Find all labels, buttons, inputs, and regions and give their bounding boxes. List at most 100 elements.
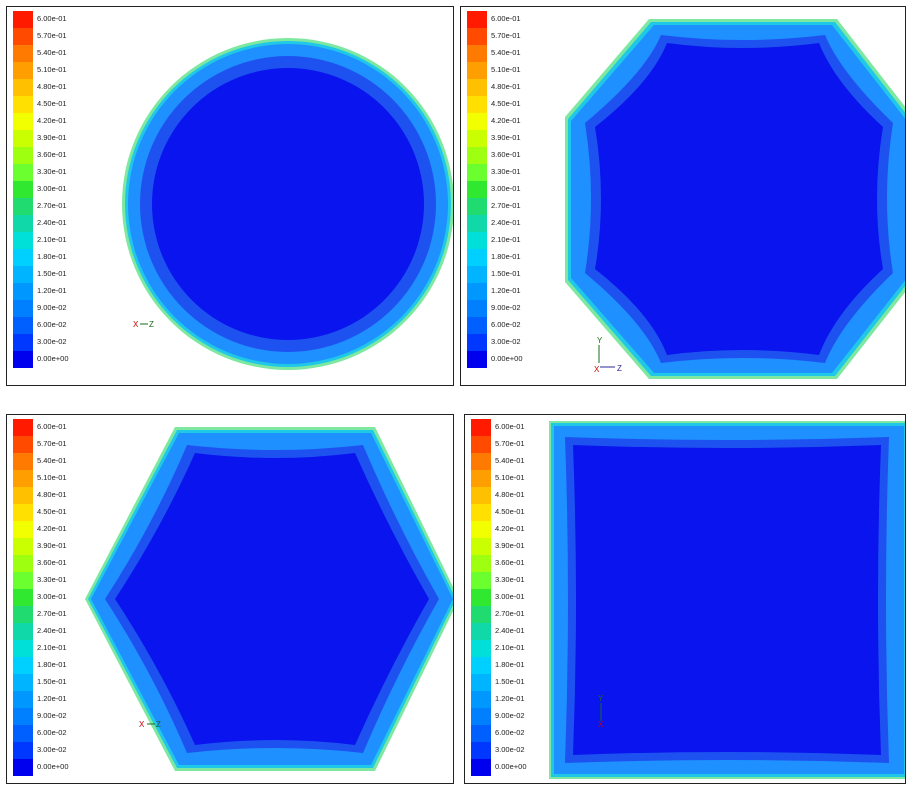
colorbar-row: 9.00e-02: [11, 708, 81, 725]
colorbar-swatch: [13, 657, 33, 674]
colorbar-swatch: [13, 623, 33, 640]
colorbar-row: 3.00e-01: [469, 589, 539, 606]
colorbar-row: 1.80e-01: [465, 249, 535, 266]
colorbar-swatch: [467, 283, 487, 300]
colorbar-swatch: [471, 674, 491, 691]
colorbar-swatch: [467, 147, 487, 164]
colorbar-swatch: [467, 113, 487, 130]
colorbar-label: 2.70e-01: [495, 609, 525, 618]
colorbar-row: 5.40e-01: [465, 45, 535, 62]
colorbar-label: 1.50e-01: [491, 269, 521, 278]
axis-x-label: X: [598, 720, 604, 729]
colorbar-swatch: [471, 453, 491, 470]
colorbar-swatch: [467, 164, 487, 181]
colorbar-row: 6.00e-01: [11, 11, 81, 28]
colorbar-swatch: [13, 572, 33, 589]
colorbar-swatch: [13, 436, 33, 453]
colorbar-row: 3.60e-01: [465, 147, 535, 164]
colorbar-row: 0.00e+00: [11, 759, 81, 776]
colorbar-row: 0.00e+00: [465, 351, 535, 368]
colorbar-row: 2.10e-01: [11, 232, 81, 249]
colorbar-row: 3.30e-01: [469, 572, 539, 589]
contour-panel-circle: X Z 6.00e-01 5.70e-01 5.40e-01 5.10e-01 4.80…: [6, 6, 454, 386]
axis-z-label: Z: [149, 320, 154, 329]
colorbar-row: 6.00e-01: [469, 419, 539, 436]
colorbar-swatch: [467, 11, 487, 28]
colorbar-label: 3.00e-01: [37, 592, 67, 601]
colorbar-row: 1.50e-01: [465, 266, 535, 283]
colorbar-legend: 6.00e-01 5.70e-01 5.40e-01 5.10e-01 4.80e-01…: [11, 419, 81, 776]
colorbar-swatch: [467, 266, 487, 283]
colorbar-row: 4.50e-01: [469, 504, 539, 521]
axis-z-label: Z: [156, 720, 161, 729]
colorbar-swatch: [13, 708, 33, 725]
colorbar-row: 9.00e-02: [465, 300, 535, 317]
colorbar-label: 0.00e+00: [495, 762, 527, 771]
colorbar-row: 2.10e-01: [469, 640, 539, 657]
colorbar-swatch: [13, 606, 33, 623]
contour-field-circle: X Z: [122, 38, 453, 370]
colorbar-row: 4.20e-01: [11, 521, 81, 538]
colorbar-label: 4.80e-01: [37, 82, 67, 91]
colorbar-swatch: [471, 436, 491, 453]
colorbar-row: 5.70e-01: [469, 436, 539, 453]
contour-field-octagon: Y X Z: [565, 19, 905, 379]
colorbar-swatch: [471, 623, 491, 640]
colorbar-row: 1.20e-01: [469, 691, 539, 708]
colorbar-swatch: [13, 300, 33, 317]
colorbar-swatch: [13, 283, 33, 300]
colorbar-label: 3.00e-01: [37, 184, 67, 193]
colorbar-swatch: [13, 181, 33, 198]
colorbar-row: 2.10e-01: [465, 232, 535, 249]
colorbar-row: 4.50e-01: [465, 96, 535, 113]
colorbar-label: 3.00e-02: [491, 337, 521, 346]
colorbar-row: 3.30e-01: [11, 164, 81, 181]
colorbar-swatch: [467, 96, 487, 113]
colorbar-row: 5.10e-01: [11, 470, 81, 487]
colorbar-label: 6.00e-02: [495, 728, 525, 737]
colorbar-swatch: [467, 198, 487, 215]
colorbar-swatch: [13, 334, 33, 351]
colorbar-swatch: [13, 725, 33, 742]
colorbar-swatch: [471, 572, 491, 589]
colorbar-swatch: [471, 555, 491, 572]
colorbar-swatch: [471, 708, 491, 725]
colorbar-label: 1.80e-01: [495, 660, 525, 669]
colorbar-swatch: [471, 725, 491, 742]
colorbar-swatch: [467, 317, 487, 334]
colorbar-label: 6.00e-01: [491, 14, 521, 23]
colorbar-swatch: [13, 419, 33, 436]
colorbar-swatch: [471, 470, 491, 487]
colorbar-label: 6.00e-02: [37, 320, 67, 329]
colorbar-swatch: [471, 487, 491, 504]
colorbar-swatch: [471, 606, 491, 623]
colorbar-swatch: [467, 181, 487, 198]
colorbar-row: 4.20e-01: [465, 113, 535, 130]
colorbar-label: 9.00e-02: [491, 303, 521, 312]
colorbar-label: 9.00e-02: [37, 711, 67, 720]
colorbar-row: 6.00e-02: [11, 317, 81, 334]
colorbar-row: 4.80e-01: [465, 79, 535, 96]
colorbar-row: 5.10e-01: [469, 470, 539, 487]
colorbar-swatch: [467, 249, 487, 266]
colorbar-label: 4.20e-01: [37, 116, 67, 125]
colorbar-label: 5.70e-01: [37, 439, 67, 448]
colorbar-label: 6.00e-01: [495, 422, 525, 431]
colorbar-row: 4.50e-01: [11, 96, 81, 113]
colorbar-label: 2.70e-01: [491, 201, 521, 210]
axis-y-label: Y: [598, 694, 604, 703]
colorbar-row: 0.00e+00: [11, 351, 81, 368]
colorbar-swatch: [13, 232, 33, 249]
colorbar-swatch: [467, 351, 487, 368]
colorbar-row: 3.00e-02: [469, 742, 539, 759]
contour-panel-hexagon: X Z 6.00e-01 5.70e-01 5.40e-01 5.10e-01 4.80…: [6, 414, 454, 784]
colorbar-swatch: [13, 674, 33, 691]
colorbar-label: 3.00e-01: [495, 592, 525, 601]
colorbar-label: 5.10e-01: [37, 473, 67, 482]
colorbar-row: 3.00e-02: [11, 742, 81, 759]
colorbar-label: 4.50e-01: [491, 99, 521, 108]
colorbar-row: 1.50e-01: [11, 266, 81, 283]
colorbar-label: 3.00e-02: [495, 745, 525, 754]
colorbar-legend: 6.00e-01 5.70e-01 5.40e-01 5.10e-01 4.80e-01…: [11, 11, 81, 368]
axis-y-label: Y: [597, 336, 603, 345]
